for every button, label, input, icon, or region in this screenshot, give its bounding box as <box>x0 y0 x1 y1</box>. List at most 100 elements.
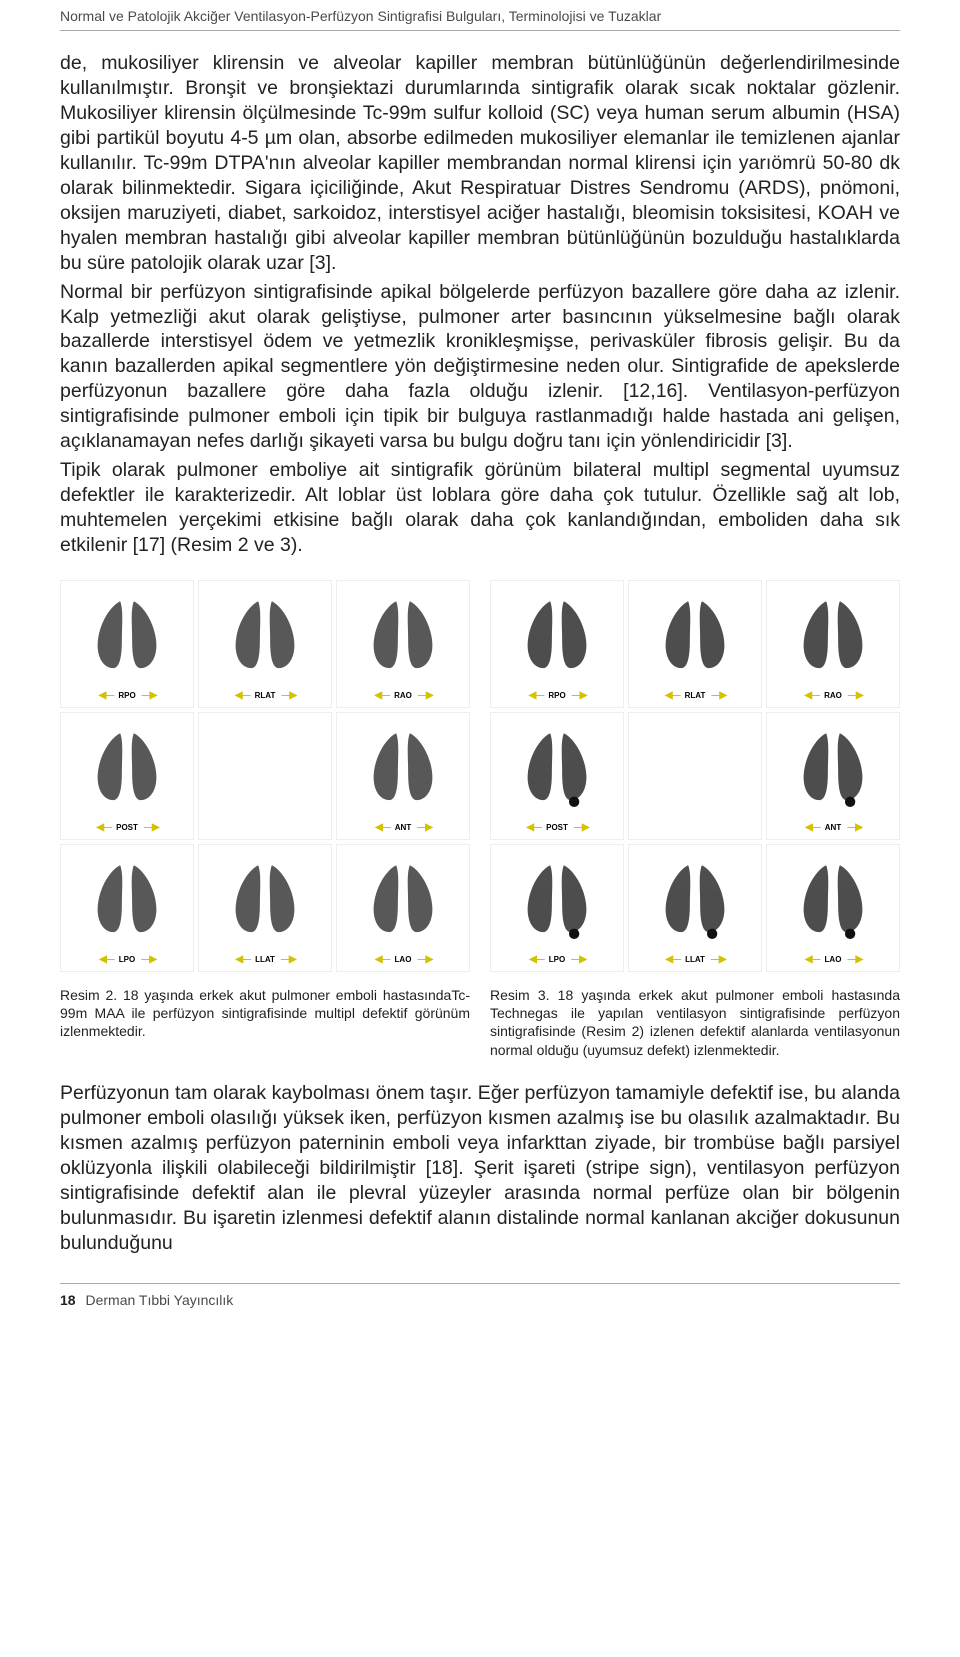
lung-label-row: ◀— RPO —▶ <box>99 690 156 701</box>
lung-shape <box>511 591 603 677</box>
lung-cell: ◀—LAO—▶ <box>336 844 470 972</box>
arrow-left-icon: ◀— <box>99 690 113 701</box>
lung-label-row: ◀—POST—▶ <box>526 822 587 833</box>
lung-view-label: POST <box>546 823 568 832</box>
figure-2-caption: Resim 2. 18 yaşında erkek akut pulmoner … <box>60 986 470 1041</box>
arrow-left-icon: ◀— <box>804 690 818 701</box>
lung-icon <box>511 855 603 941</box>
paragraph-2: Normal bir perfüzyon sintigrafisinde api… <box>60 280 900 455</box>
lung-icon <box>219 855 311 941</box>
lung-icon <box>357 723 449 809</box>
lung-label-row: ◀— POST —▶ <box>96 822 157 833</box>
figure-3-caption: Resim 3. 18 yaşında erkek akut pulmoner … <box>490 986 900 1059</box>
arrow-left-icon: ◀— <box>665 954 679 965</box>
lung-label-row: ◀—RAO—▶ <box>804 690 861 701</box>
lung-shape <box>81 591 173 677</box>
arrow-left-icon: ◀— <box>665 690 679 701</box>
lung-cell: ◀—ANT—▶ <box>766 712 900 840</box>
lung-shape <box>81 723 173 809</box>
lung-view-label: LLAT <box>255 955 275 964</box>
lung-shape <box>357 855 449 941</box>
arrow-left-icon: ◀— <box>529 690 543 701</box>
figure-2-caption-lead: Resim 2. <box>60 987 117 1003</box>
arrow-left-icon: ◀— <box>99 954 113 965</box>
lung-shape <box>219 855 311 941</box>
arrow-left-icon: ◀— <box>529 954 543 965</box>
arrow-left-icon: ◀— <box>374 690 388 701</box>
lung-cell: ◀— LPO —▶ <box>490 844 624 972</box>
lung-view-label: RAO <box>394 691 412 700</box>
paragraph-3: Tipik olarak pulmoner emboliye ait sinti… <box>60 458 900 558</box>
page-footer: 18 Derman Tıbbi Yayıncılık <box>60 1283 900 1308</box>
figure-3-grid: ◀— RPO —▶ ◀— RLAT —▶ ◀—RAO—▶ <box>490 580 900 972</box>
running-header: Normal ve Patolojik Akciğer Ventilasyon-… <box>60 0 900 31</box>
lung-view-label: LAO <box>825 955 842 964</box>
lung-view-label: LPO <box>119 955 135 964</box>
lung-label-row: ◀— LLAT —▶ <box>665 954 724 965</box>
lung-label-row: ◀—ANT—▶ <box>805 822 861 833</box>
lung-label-row: ◀—ANT—▶ <box>375 822 431 833</box>
lung-shape <box>787 723 879 809</box>
lung-label-row: ◀— LPO —▶ <box>529 954 585 965</box>
lung-shape <box>357 591 449 677</box>
arrow-left-icon: ◀— <box>96 822 110 833</box>
figure-2-caption-text: 18 yaşında erkek akut pulmoner emboli ha… <box>60 987 470 1039</box>
lung-cell: ◀— RLAT —▶ <box>198 580 332 708</box>
lung-view-label: RLAT <box>255 691 276 700</box>
lung-shape <box>511 723 603 809</box>
arrow-right-icon: —▶ <box>418 690 432 701</box>
lung-icon <box>357 855 449 941</box>
lung-icon <box>81 591 173 677</box>
lung-cell: ◀—RAO—▶ <box>766 580 900 708</box>
lung-icon <box>511 723 603 809</box>
lung-view-label: RPO <box>548 691 565 700</box>
lung-label-row: ◀—LLAT—▶ <box>235 954 294 965</box>
paragraph-1: de, mukosiliyer klirensin ve alveolar ka… <box>60 51 900 276</box>
arrow-right-icon: —▶ <box>711 954 725 965</box>
figure-2-grid: ◀— RPO —▶ ◀— RLAT —▶ ◀— RAO —▶ <box>60 580 470 972</box>
lung-cell: ◀—ANT—▶ <box>336 712 470 840</box>
arrow-right-icon: —▶ <box>281 954 295 965</box>
lung-cell: ◀—LLAT—▶ <box>198 844 332 972</box>
arrow-left-icon: ◀— <box>805 954 819 965</box>
arrow-right-icon: —▶ <box>574 822 588 833</box>
lung-icon <box>649 855 741 941</box>
lung-view-label: LPO <box>549 955 565 964</box>
lung-shape <box>81 855 173 941</box>
lung-cell: ◀— LLAT —▶ <box>628 844 762 972</box>
lung-view-label: RPO <box>118 691 135 700</box>
lung-cell <box>628 712 762 840</box>
lung-view-label: LLAT <box>685 955 705 964</box>
lung-cell: ◀—LAO—▶ <box>766 844 900 972</box>
lung-shape <box>511 855 603 941</box>
arrow-right-icon: —▶ <box>572 690 586 701</box>
lung-view-label: LAO <box>395 955 412 964</box>
lung-label-row: ◀— RPO —▶ <box>529 690 586 701</box>
arrow-right-icon: —▶ <box>571 954 585 965</box>
lung-shape <box>649 855 741 941</box>
lung-icon <box>649 591 741 677</box>
arrow-left-icon: ◀— <box>375 954 389 965</box>
arrow-right-icon: —▶ <box>281 690 295 701</box>
lung-icon <box>81 855 173 941</box>
arrow-right-icon: —▶ <box>848 690 862 701</box>
lung-cell: ◀—POST—▶ <box>490 712 624 840</box>
arrow-right-icon: —▶ <box>144 822 158 833</box>
lung-label-row: ◀— RAO —▶ <box>374 690 431 701</box>
arrow-right-icon: —▶ <box>141 954 155 965</box>
page: Normal ve Patolojik Akciğer Ventilasyon-… <box>0 0 960 1338</box>
lung-icon <box>787 591 879 677</box>
figure-3-column: ◀— RPO —▶ ◀— RLAT —▶ ◀—RAO—▶ <box>490 580 900 1059</box>
lung-view-label: RLAT <box>685 691 706 700</box>
paragraph-4: Perfüzyonun tam olarak kaybolması önem t… <box>60 1081 900 1256</box>
arrow-right-icon: —▶ <box>142 690 156 701</box>
publisher-name: Derman Tıbbi Yayıncılık <box>85 1292 233 1308</box>
lung-icon <box>357 591 449 677</box>
lung-icon <box>511 591 603 677</box>
lung-icon <box>787 723 879 809</box>
lung-cell: ◀— RPO —▶ <box>490 580 624 708</box>
arrow-left-icon: ◀— <box>235 690 249 701</box>
lung-shape <box>649 591 741 677</box>
figure-3-caption-text: 18 yaşında erkek akut pulmoner emboli ha… <box>490 987 900 1058</box>
lung-view-label: POST <box>116 823 138 832</box>
